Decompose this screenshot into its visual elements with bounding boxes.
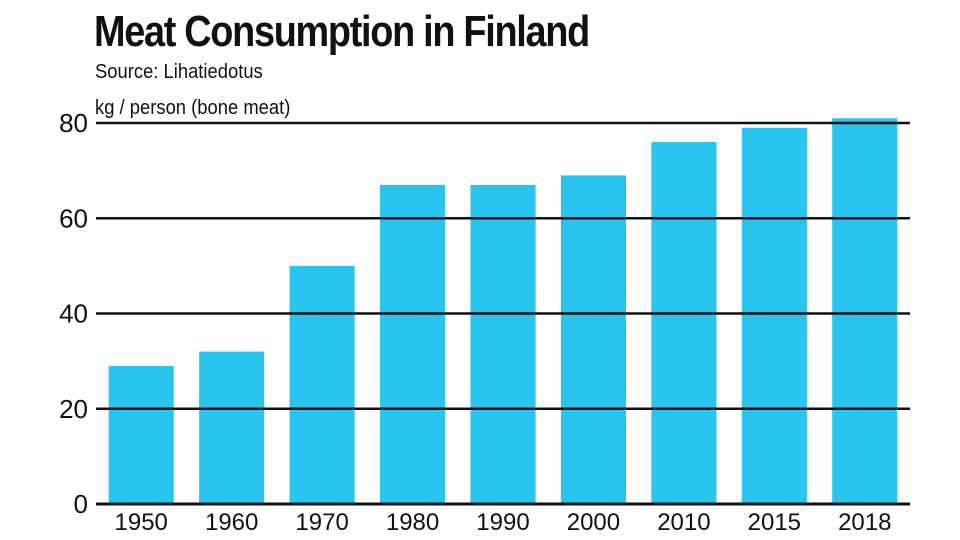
gridlines [96,121,910,506]
bar-1980 [379,184,446,504]
x-tick-label: 2010 [657,509,710,536]
chart-subtitle: Source: Lihatiedotus [95,61,263,83]
y-tick-label: 80 [59,108,88,138]
y-axis-label: kg / person (bone meat) [95,97,291,119]
x-tick-labels: 1950 1960 1970 1980 1990 2000 2010 2015 2018 [115,509,892,536]
bar-2015 [741,127,807,504]
bars [108,118,898,505]
bar-2010 [651,142,717,505]
bar-2000 [560,175,627,504]
y-tick-label: 20 [59,394,88,424]
x-tick-label: 2018 [838,509,891,536]
bar-2018 [832,118,898,505]
y-tick-labels: 0 20 40 60 80 [59,108,88,519]
chart-title: Meat Consumption in Finland [94,7,590,56]
x-tick-label: 1970 [295,509,348,536]
bar-1960 [199,351,265,504]
bar-1950 [108,365,174,504]
x-tick-label: 1980 [386,509,439,536]
x-tick-label: 1990 [476,509,529,536]
x-tick-label: 1960 [205,509,258,536]
bar-1990 [470,184,536,504]
bar-1970 [289,265,355,504]
y-tick-label: 40 [59,299,88,329]
x-tick-label: 1950 [115,509,168,536]
y-tick-label: 0 [74,489,88,519]
x-tick-label: 2000 [567,509,620,536]
y-tick-label: 60 [59,203,88,233]
x-tick-label: 2015 [748,509,801,536]
